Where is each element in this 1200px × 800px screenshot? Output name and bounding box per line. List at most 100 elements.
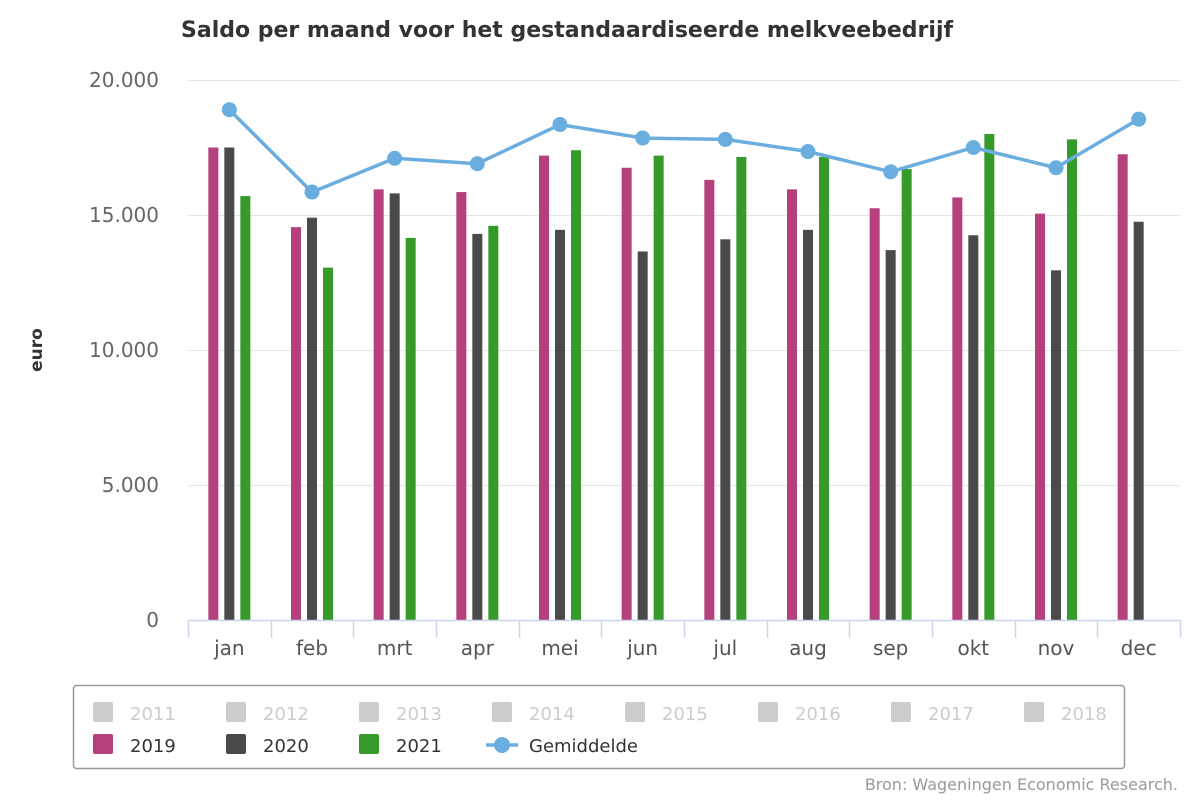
bar-2020-apr[interactable] [472,233,483,620]
legend-item-2016[interactable]: 2016 [758,702,841,725]
x-tick-label-dec: dec [1121,636,1157,660]
bar-2021-jan[interactable] [240,196,251,620]
x-tick-label-jan: jan [213,636,245,660]
bar-2020-dec[interactable] [1133,221,1144,620]
legend-swatch [359,702,379,722]
bar-2019-okt[interactable] [952,197,963,620]
average-point-dec[interactable] [1131,111,1147,127]
bar-2020-mrt[interactable] [389,193,400,620]
bar-2020-aug[interactable] [803,229,813,620]
average-point-okt[interactable] [965,140,981,155]
x-tick-label-mei: mei [541,636,578,660]
x-tick-label-nov: nov [1038,636,1075,660]
bar-2021-nov[interactable] [1067,139,1077,620]
legend-box [72,684,1126,770]
bar-2020-feb[interactable] [307,217,317,620]
legend-label: 2013 [396,704,442,725]
legend-swatch [359,734,379,754]
legend-item-2012[interactable]: 2012 [226,702,309,725]
average-point-jun[interactable] [635,130,651,146]
bar-2019-dec[interactable] [1117,154,1128,620]
y-tick-label: 5.000 [102,473,159,497]
legend-label: 2011 [130,704,176,725]
bar-2021-aug[interactable] [819,156,829,620]
bar-2020-jun[interactable] [637,251,648,620]
legend-swatch [1024,702,1044,722]
y-tick-label: 15.000 [89,203,159,227]
legend-swatch [93,702,113,722]
legend-label: Gemiddelde [529,736,638,757]
bar-2019-mrt[interactable] [373,189,384,620]
average-point-jan[interactable] [221,102,237,118]
y-tick-label: 0 [146,608,159,632]
bar-2019-mei[interactable] [539,155,549,620]
average-point-apr[interactable] [469,156,485,172]
source-credit[interactable]: Bron: Wageningen Economic Research. [865,775,1178,794]
legend-label: 2020 [263,736,309,757]
bar-2020-jul[interactable] [720,239,731,621]
bar-2019-apr[interactable] [456,192,467,621]
bar-2020-nov[interactable] [1051,270,1061,620]
average-line [221,102,1147,200]
x-tick-label-apr: apr [461,636,495,660]
bar-2021-mei[interactable] [571,150,581,620]
gridlines [188,80,1180,486]
legend-swatch [492,702,512,722]
y-axis-label: euro [27,328,47,372]
legend-swatch [226,734,246,754]
bar-2021-mrt[interactable] [405,237,416,620]
bar-2019-jun[interactable] [621,167,632,620]
bar-2020-okt[interactable] [968,235,979,620]
x-tick-label-okt: okt [957,636,989,660]
x-axis: jan feb mrt apr mei jun jul aug sep okt nov dec [187,619,1182,660]
legend-item-2014[interactable]: 2014 [492,702,575,725]
legend-item-2018[interactable]: 2018 [1024,702,1107,725]
average-point-aug[interactable] [800,144,816,160]
bar-2021-feb[interactable] [323,267,333,620]
average-point-feb[interactable] [304,184,320,200]
bar-2020-jan[interactable] [224,147,235,621]
legend-item-2013[interactable]: 2013 [359,702,442,725]
legend-item-2015[interactable]: 2015 [625,702,708,725]
x-tick-label-sep: sep [873,636,908,660]
average-point-sep[interactable] [883,164,899,180]
x-tick-label-mrt: mrt [377,636,413,660]
legend-label: 2014 [529,704,575,725]
bar-2019-aug[interactable] [787,189,797,620]
y-axis-ticks: 0 5.000 10.000 15.000 20.000 [89,68,159,632]
x-tick-label-jul: jul [712,636,737,660]
legend-item-2021[interactable]: 2021 [359,734,442,757]
legend-label: 2018 [1061,704,1107,725]
legend-swatch [625,702,645,722]
bar-2021-apr[interactable] [488,225,499,621]
bar-2020-mei[interactable] [555,229,565,620]
average-point-nov[interactable] [1048,160,1064,176]
legend-item-2020[interactable]: 2020 [226,734,309,757]
legend-item-Gemiddelde[interactable]: Gemiddelde [486,736,638,757]
chart-title: Saldo per maand voor het gestandaardisee… [181,18,953,43]
bar-2019-sep[interactable] [869,208,880,620]
legend-item-2017[interactable]: 2017 [891,702,974,725]
average-point-mei[interactable] [552,117,568,133]
legend-item-2019[interactable]: 2019 [93,734,176,757]
bars [208,134,1144,621]
legend-marker [494,737,510,753]
bar-2021-sep[interactable] [901,169,912,620]
bar-2019-nov[interactable] [1035,213,1045,620]
legend-swatch [226,702,246,722]
bar-2019-feb[interactable] [291,227,301,620]
legend-label: 2019 [130,736,176,757]
average-line-path [228,108,1140,194]
y-tick-label: 20.000 [89,68,159,92]
bar-2020-sep[interactable] [885,250,896,620]
bar-2019-jan[interactable] [208,147,219,621]
legend-label: 2012 [263,704,309,725]
bar-2021-jul[interactable] [736,156,747,620]
bar-2021-okt[interactable] [984,134,995,620]
bar-2019-jul[interactable] [704,179,715,620]
legend-item-2011[interactable]: 2011 [93,702,176,725]
bar-2021-jun[interactable] [653,155,664,620]
average-point-jul[interactable] [717,131,733,147]
average-point-mrt[interactable] [387,150,403,166]
